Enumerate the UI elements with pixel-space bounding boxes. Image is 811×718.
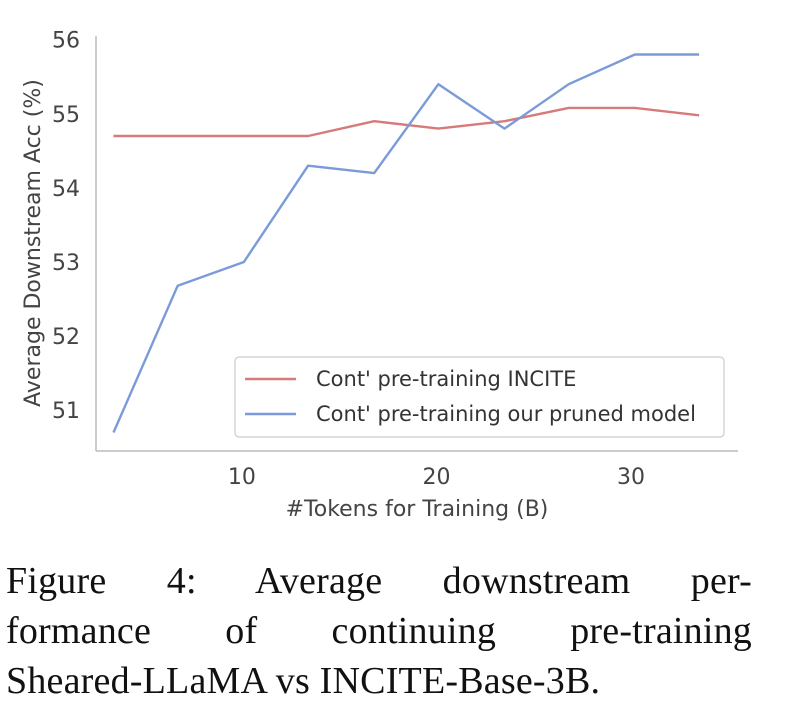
y-axis-label: Average Downstream Acc (%) (21, 79, 46, 407)
legend-label-incite: Cont' pre-training INCITE (316, 367, 576, 391)
x-tick-label: 20 (422, 465, 450, 490)
caption-line-1: Figure 4: Average downstream per- (6, 560, 752, 602)
x-tick-labels: 10 20 30 (228, 465, 645, 490)
y-tick-label: 54 (52, 177, 80, 202)
figure-caption: Figure 4: Average downstream per- forman… (6, 556, 752, 706)
line-chart: 51 52 53 54 55 56 10 20 30 #Tokens for Training… (21, 29, 738, 522)
legend-label-pruned: Cont' pre-training our pruned model (316, 402, 696, 426)
caption-line-2: formance of continuing pre-training (6, 610, 752, 652)
y-tick-label: 52 (52, 325, 80, 350)
y-tick-label: 53 (52, 251, 80, 276)
y-tick-label: 51 (52, 399, 80, 424)
caption-line-3: Sheared-LLaMA vs INCITE-Base-3B. (6, 660, 601, 702)
axes (95, 36, 738, 452)
x-axis-label: #Tokens for Training (B) (286, 497, 549, 522)
y-tick-label: 56 (52, 29, 80, 54)
series-line-pruned-model (112, 53, 700, 433)
series-line-incite (113, 106, 700, 138)
series-lines (112, 53, 700, 433)
y-tick-label: 55 (52, 103, 80, 128)
legend: Cont' pre-training INCITE Cont' pre-trai… (234, 356, 725, 438)
y-tick-labels: 51 52 53 54 55 56 (52, 29, 80, 425)
x-tick-label: 30 (617, 465, 645, 490)
legend-box (234, 356, 725, 438)
x-tick-label: 10 (228, 465, 256, 490)
